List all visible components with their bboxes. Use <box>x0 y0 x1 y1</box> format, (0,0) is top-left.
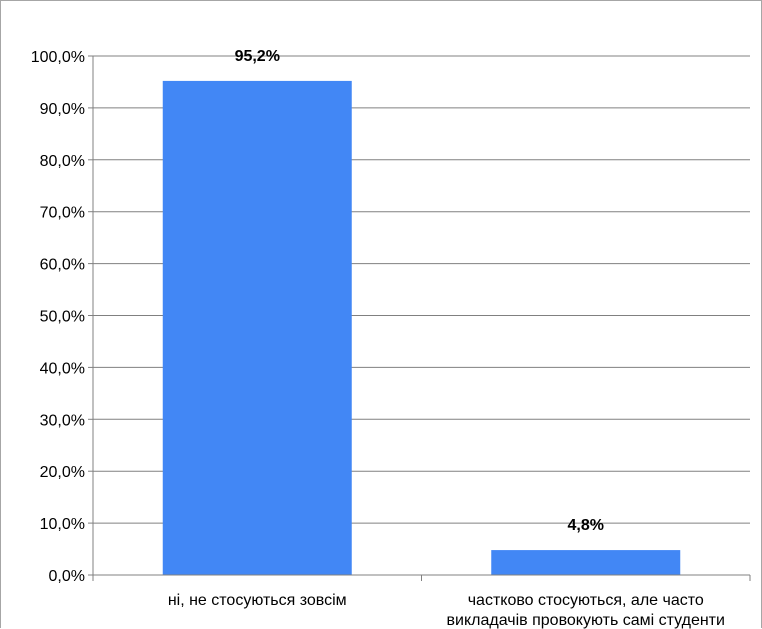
category-label: ні, не стосуються зовсім <box>168 592 347 609</box>
axes <box>88 55 751 581</box>
bar <box>491 550 681 575</box>
y-tick-label: 50,0% <box>40 309 85 326</box>
y-tick-label: 70,0% <box>40 205 85 222</box>
category-label: частково стосуються, але часто <box>468 592 704 609</box>
y-tick-label: 30,0% <box>40 412 85 429</box>
y-tick-label: 60,0% <box>40 257 85 274</box>
category-label: викладачів провокують самі студенти <box>447 612 725 629</box>
y-tick-label: 90,0% <box>40 101 85 118</box>
y-tick-label: 20,0% <box>40 464 85 481</box>
data-label: 4,8% <box>568 517 604 534</box>
y-tick-label: 40,0% <box>40 360 85 377</box>
data-label: 95,2% <box>235 48 280 65</box>
y-tick-label: 10,0% <box>40 516 85 533</box>
bars <box>162 80 681 576</box>
labels: 0,0% 10,0% 20,0% 30,0% 40,0% 50,0% 60,0% 70,0% 8… <box>31 48 725 629</box>
y-tick-label: 0,0% <box>49 568 85 585</box>
y-tick-label: 80,0% <box>40 153 85 170</box>
bar <box>162 80 352 576</box>
y-tick-label: 100,0% <box>31 49 85 66</box>
